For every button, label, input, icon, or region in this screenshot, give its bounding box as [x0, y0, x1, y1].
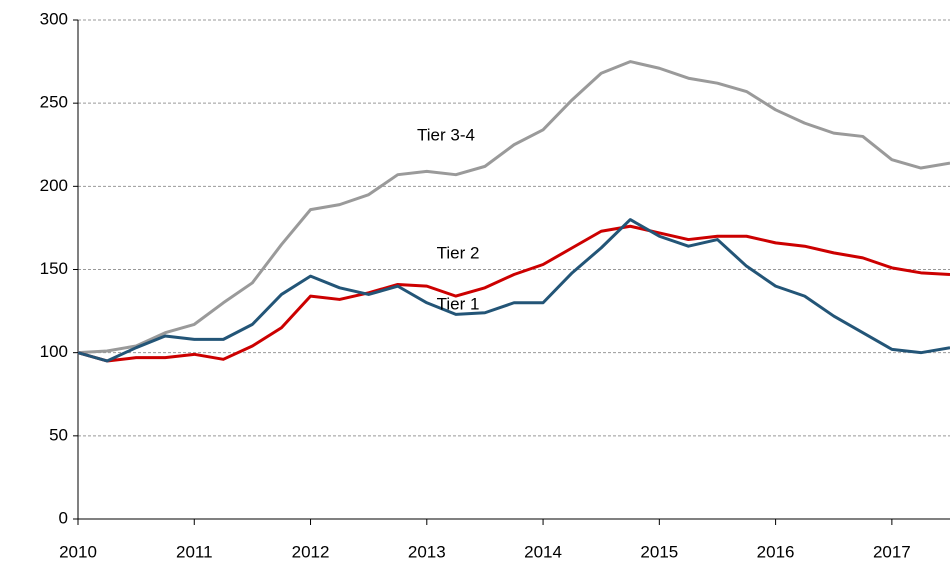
x-tick-label: 2012: [292, 542, 330, 561]
x-tick-label: 2015: [640, 542, 678, 561]
line: [77, 60, 950, 355]
y-tick-label: 200: [40, 176, 68, 195]
x-tick-label: 2011: [176, 542, 213, 561]
line: [77, 224, 950, 363]
y-tick-label: 50: [49, 425, 68, 444]
y-tick-label: 100: [40, 342, 68, 361]
line: [77, 218, 950, 363]
y-tick-label: 0: [59, 508, 68, 527]
series-label: Tier 3-4: [417, 125, 475, 144]
y-tick-label: 150: [40, 259, 68, 278]
series-label: Tier 2: [437, 243, 480, 262]
x-tick-label: 2017: [873, 542, 911, 561]
y-tick-label: 300: [40, 9, 68, 28]
x-tick-label: 2010: [59, 542, 97, 561]
series-label: Tier 1: [437, 294, 480, 313]
x-tick-label: 2013: [408, 542, 446, 561]
y-tick-label: 250: [40, 93, 68, 112]
x-tick-label: 2016: [757, 542, 795, 561]
x-tick-label: 2014: [524, 542, 562, 561]
